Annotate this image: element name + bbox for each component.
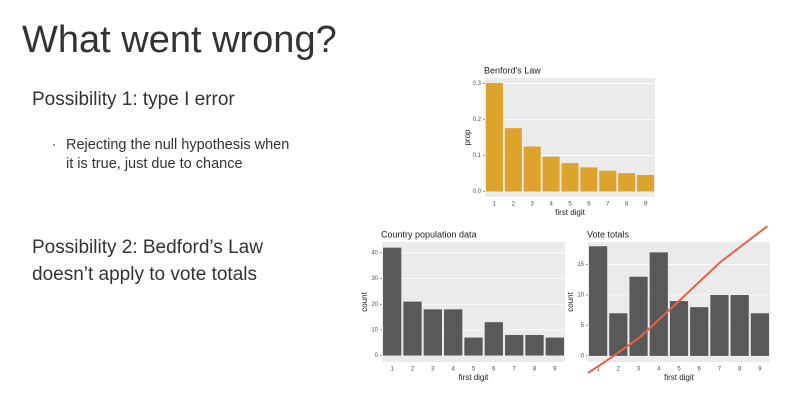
chart-title: Benford's Law bbox=[484, 65, 541, 75]
y-tick-label: 0.3 bbox=[473, 81, 482, 87]
x-tick-label: 1 bbox=[596, 367, 600, 373]
point: Possibility 2: Bedford’s Law bbox=[32, 237, 263, 258]
bar bbox=[618, 173, 636, 192]
x-axis-label: first digit bbox=[459, 373, 490, 382]
bar bbox=[561, 163, 579, 192]
x-tick-label: 4 bbox=[451, 367, 455, 373]
bar bbox=[637, 175, 655, 192]
x-tick-label: 2 bbox=[617, 367, 621, 373]
x-tick-label: 1 bbox=[390, 367, 394, 373]
x-tick-label: 8 bbox=[533, 367, 537, 373]
bullet-text: it is true, just due to chance bbox=[66, 156, 243, 172]
bar bbox=[485, 83, 503, 192]
bar bbox=[580, 167, 598, 192]
bar bbox=[464, 337, 483, 356]
x-tick-label: 6 bbox=[492, 367, 496, 373]
bullet-dot: · bbox=[52, 136, 56, 151]
x-tick-label: 6 bbox=[698, 367, 702, 373]
bar bbox=[545, 337, 564, 356]
y-tick-label: 0.1 bbox=[473, 153, 482, 159]
y-tick-label: 10 bbox=[577, 293, 584, 299]
y-tick-label: 20 bbox=[371, 302, 378, 308]
x-tick-label: 7 bbox=[606, 202, 610, 208]
bar bbox=[690, 307, 709, 356]
bar bbox=[542, 156, 560, 192]
y-tick-label: 40 bbox=[371, 250, 378, 256]
bar bbox=[730, 294, 749, 356]
trend-line bbox=[587, 225, 769, 374]
x-tick-label: 3 bbox=[431, 367, 435, 373]
bar bbox=[599, 170, 617, 192]
bullet-text: Rejecting the null hypothesis when bbox=[66, 137, 289, 153]
x-tick-label: 3 bbox=[637, 367, 641, 373]
bar bbox=[523, 146, 541, 192]
x-tick-label: 1 bbox=[493, 202, 497, 208]
point: doesn’t apply to vote totals bbox=[32, 264, 257, 285]
bar bbox=[383, 247, 402, 356]
x-tick-label: 3 bbox=[531, 202, 535, 208]
y-tick-label: 5 bbox=[581, 323, 585, 329]
x-tick-label: 9 bbox=[644, 202, 648, 208]
x-tick-label: 4 bbox=[657, 367, 661, 373]
x-tick-label: 9 bbox=[553, 367, 557, 373]
x-tick-label: 2 bbox=[512, 202, 516, 208]
x-tick-label: 5 bbox=[568, 202, 572, 208]
x-tick-label: 5 bbox=[677, 367, 681, 373]
x-tick-label: 8 bbox=[625, 202, 629, 208]
bar bbox=[484, 322, 503, 356]
bar bbox=[504, 128, 522, 192]
chart-title: Country population data bbox=[381, 229, 477, 239]
x-tick-label: 8 bbox=[738, 367, 742, 373]
y-axis-label: count bbox=[360, 291, 369, 311]
x-tick-label: 7 bbox=[718, 367, 722, 373]
x-tick-label: 9 bbox=[758, 367, 762, 373]
y-tick-label: 0 bbox=[581, 353, 585, 359]
bar bbox=[649, 252, 668, 356]
bar bbox=[750, 313, 769, 356]
x-tick-label: 5 bbox=[472, 367, 476, 373]
x-axis-label: first digit bbox=[555, 208, 586, 217]
x-tick-label: 4 bbox=[549, 202, 553, 208]
bar bbox=[710, 294, 729, 356]
y-tick-label: 0.2 bbox=[473, 117, 482, 123]
bar bbox=[629, 276, 648, 356]
bar bbox=[609, 313, 628, 356]
y-axis-label: prop bbox=[463, 129, 472, 146]
x-tick-label: 2 bbox=[411, 367, 415, 373]
y-tick-label: 0 bbox=[375, 353, 379, 359]
bar bbox=[403, 301, 422, 356]
bar bbox=[444, 309, 463, 356]
y-tick-label: 0.0 bbox=[473, 189, 482, 195]
y-tick-label: 10 bbox=[371, 327, 378, 333]
x-axis-label: first digit bbox=[664, 373, 695, 382]
bar bbox=[505, 335, 524, 356]
chart-title: Vote totals bbox=[587, 229, 630, 239]
y-axis-label: count bbox=[566, 291, 575, 311]
bar bbox=[669, 301, 689, 356]
bar bbox=[525, 335, 544, 356]
x-tick-label: 7 bbox=[512, 367, 516, 373]
y-tick-label: 15 bbox=[577, 262, 584, 268]
slide-title: What went wrong? bbox=[22, 19, 337, 61]
x-tick-label: 6 bbox=[587, 202, 591, 208]
bar bbox=[423, 309, 442, 356]
bar bbox=[589, 246, 608, 356]
point: Possibility 1: type I error bbox=[32, 89, 235, 110]
y-tick-label: 30 bbox=[371, 276, 378, 282]
